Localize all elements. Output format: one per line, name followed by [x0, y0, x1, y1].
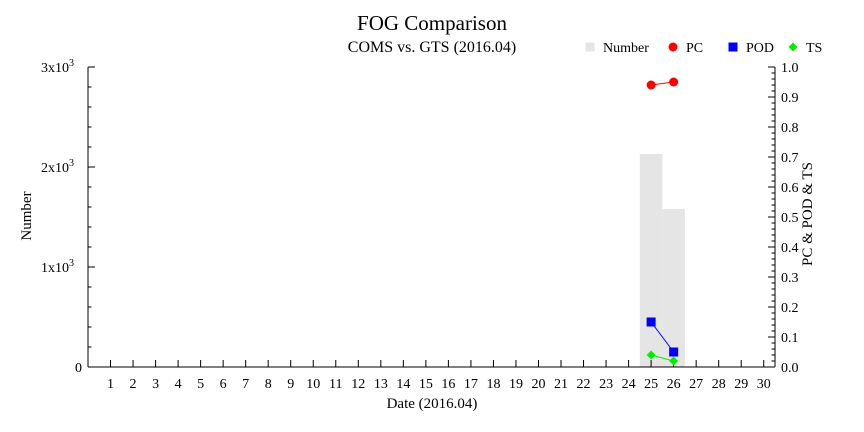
- x-tick-label: 22: [577, 377, 591, 392]
- x-tick-label: 14: [396, 377, 410, 392]
- x-tick-label: 3: [152, 377, 159, 392]
- x-tick-label: 10: [306, 377, 320, 392]
- y-right-tick-label: 0.4: [781, 241, 799, 256]
- x-tick-label: 30: [757, 377, 771, 392]
- x-tick-label: 21: [554, 377, 568, 392]
- x-tick-label: 9: [287, 377, 294, 392]
- y-right-tick-label: 0.1: [781, 331, 799, 346]
- y-right-tick-label: 0.7: [781, 151, 799, 166]
- y-right-tick-label: 0.5: [781, 211, 799, 226]
- y-right-tick-label: 1.0: [781, 61, 799, 76]
- y-right-tick-label: 0.2: [781, 301, 799, 316]
- bar-number-26: [662, 209, 685, 367]
- y-left-tick-label: 1x103: [41, 258, 74, 276]
- y-right-tick-label: 0.9: [781, 91, 799, 106]
- y-right-tick-label: 0.8: [781, 121, 799, 136]
- y-axis-left-title: Number: [19, 191, 35, 240]
- legend-label-pc: PC: [686, 41, 703, 56]
- legend-item-pod: POD: [728, 41, 774, 56]
- y-left-tick-label: 3x103: [41, 58, 74, 76]
- x-tick-label: 5: [197, 377, 204, 392]
- x-tick-label: 20: [531, 377, 545, 392]
- point-ts-25: [646, 350, 656, 360]
- chart-title: FOG Comparison: [357, 11, 507, 35]
- point-pc-26: [669, 77, 679, 87]
- x-tick-label: 2: [130, 377, 137, 392]
- legend-item-pc: PC: [668, 41, 703, 56]
- legend-item-number: Number: [585, 41, 649, 56]
- x-tick-label: 6: [220, 377, 227, 392]
- x-tick-label: 19: [509, 377, 523, 392]
- x-tick-label: 25: [644, 377, 658, 392]
- bar-number-25: [639, 154, 663, 367]
- x-tick-label: 13: [374, 377, 388, 392]
- x-tick-label: 23: [599, 377, 613, 392]
- x-axis-title: Date (2016.04): [387, 396, 478, 412]
- x-tick-label: 26: [667, 377, 681, 392]
- legend: Number PC POD TS: [585, 41, 822, 56]
- legend-label-number: Number: [603, 41, 649, 56]
- x-tick-label: 24: [622, 377, 636, 392]
- y-axis-right-title: PC & POD & TS: [800, 162, 816, 266]
- x-tick-label: 27: [689, 377, 703, 392]
- plot-area: 0 1x103 2x103 3x103 0.0 0.1 0.2 0.3 0.4 0.5 0.6 0.7…: [41, 58, 799, 392]
- line-ts: [650, 354, 674, 362]
- chart-subtitle: COMS vs. GTS (2016.04): [348, 39, 516, 56]
- point-pod-25: [646, 317, 656, 327]
- legend-swatch-number: [585, 42, 595, 52]
- y-right-tick-label: 0.0: [781, 361, 799, 376]
- point-ts-26: [669, 356, 679, 366]
- x-tick-label: 12: [351, 377, 365, 392]
- legend-item-ts: TS: [788, 41, 822, 56]
- legend-label-ts: TS: [806, 41, 822, 56]
- y-left-tick-label: 0: [75, 361, 82, 376]
- x-tick-label: 7: [242, 377, 249, 392]
- x-tick-label: 8: [265, 377, 272, 392]
- x-tick-label: 17: [464, 377, 478, 392]
- legend-marker-pc: [668, 42, 678, 52]
- line-pod: [650, 321, 675, 353]
- y-right-tick-label: 0.3: [781, 271, 799, 286]
- x-tick-label: 4: [175, 377, 182, 392]
- legend-marker-pod: [728, 42, 738, 52]
- point-pod-26: [669, 347, 679, 357]
- legend-label-pod: POD: [746, 41, 774, 56]
- x-tick-label: 29: [734, 377, 748, 392]
- x-tick-label: 1: [107, 377, 114, 392]
- y-left-tick-label: 2x103: [41, 158, 74, 176]
- legend-marker-ts: [788, 42, 798, 52]
- x-tick-label: 16: [441, 377, 455, 392]
- x-tick-label: 28: [712, 377, 726, 392]
- point-pc-25: [646, 80, 656, 90]
- x-tick-label: 11: [329, 377, 342, 392]
- y-right-tick-label: 0.6: [781, 181, 799, 196]
- x-tick-label: 15: [419, 377, 433, 392]
- x-tick-label: 18: [486, 377, 500, 392]
